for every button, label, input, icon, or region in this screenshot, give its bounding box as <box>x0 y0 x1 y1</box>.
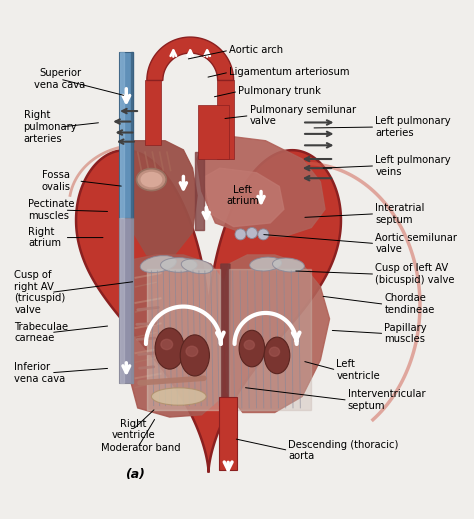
Circle shape <box>246 227 257 239</box>
Text: Trabeculae
carneae: Trabeculae carneae <box>14 322 69 344</box>
Polygon shape <box>229 269 311 410</box>
Text: Cusp of left AV
(bicuspid) valve: Cusp of left AV (bicuspid) valve <box>375 263 455 285</box>
Text: Left
ventricle: Left ventricle <box>337 359 380 381</box>
Text: Interventricular
septum: Interventricular septum <box>348 389 426 411</box>
Text: Left
atrium: Left atrium <box>226 185 259 207</box>
Text: Papillary
muscles: Papillary muscles <box>384 323 427 344</box>
Text: Interatrial
septum: Interatrial septum <box>375 203 425 225</box>
Ellipse shape <box>180 335 210 376</box>
Ellipse shape <box>181 259 213 274</box>
Text: Chordae
tendineae: Chordae tendineae <box>384 293 435 315</box>
Polygon shape <box>120 52 124 218</box>
Text: Cusp of
right AV
(tricuspid)
valve: Cusp of right AV (tricuspid) valve <box>14 270 65 315</box>
Polygon shape <box>198 105 229 159</box>
Polygon shape <box>131 52 133 218</box>
Text: Pulmonary semilunar
valve: Pulmonary semilunar valve <box>250 105 356 127</box>
Polygon shape <box>131 218 133 383</box>
Text: Ligamentum arteriosum: Ligamentum arteriosum <box>229 67 349 77</box>
Polygon shape <box>120 218 124 383</box>
Polygon shape <box>217 80 234 159</box>
Text: Right
pulmonary
arteries: Right pulmonary arteries <box>24 111 77 144</box>
Polygon shape <box>119 218 133 383</box>
Polygon shape <box>197 136 325 237</box>
Text: Moderator band: Moderator band <box>101 443 181 453</box>
Text: (a): (a) <box>126 468 146 481</box>
Ellipse shape <box>151 388 206 405</box>
Ellipse shape <box>155 328 184 369</box>
Polygon shape <box>204 168 284 227</box>
Polygon shape <box>225 255 329 413</box>
Polygon shape <box>221 264 230 415</box>
Ellipse shape <box>244 340 255 349</box>
Text: Pulmonary trunk: Pulmonary trunk <box>238 87 321 97</box>
Ellipse shape <box>140 172 163 187</box>
Polygon shape <box>146 80 162 145</box>
Polygon shape <box>128 255 225 417</box>
Text: Left pulmonary
veins: Left pulmonary veins <box>375 155 451 176</box>
Polygon shape <box>195 152 204 230</box>
Circle shape <box>258 229 269 240</box>
Text: Descending (thoracic)
aorta: Descending (thoracic) aorta <box>289 440 399 461</box>
Text: Left pulmonary
arteries: Left pulmonary arteries <box>375 116 451 138</box>
Ellipse shape <box>161 339 173 350</box>
Ellipse shape <box>161 257 197 272</box>
Ellipse shape <box>269 347 280 357</box>
Text: Superior
vena cava: Superior vena cava <box>35 69 86 90</box>
Ellipse shape <box>273 258 304 272</box>
Polygon shape <box>147 37 234 80</box>
Ellipse shape <box>140 255 176 272</box>
Text: Right
ventricle: Right ventricle <box>111 419 155 440</box>
Polygon shape <box>219 397 237 470</box>
Polygon shape <box>128 141 197 255</box>
Ellipse shape <box>250 257 282 271</box>
Text: Pectinate
muscles: Pectinate muscles <box>28 199 74 221</box>
Ellipse shape <box>239 330 264 367</box>
Polygon shape <box>119 52 133 218</box>
Ellipse shape <box>264 337 290 374</box>
Ellipse shape <box>137 169 166 190</box>
Text: Right
atrium: Right atrium <box>28 227 61 249</box>
Text: Aortic semilunar
valve: Aortic semilunar valve <box>375 233 457 254</box>
Circle shape <box>235 229 246 240</box>
Polygon shape <box>147 269 220 410</box>
Text: Fossa
ovalis: Fossa ovalis <box>42 170 71 192</box>
Ellipse shape <box>186 346 198 357</box>
Polygon shape <box>76 150 341 472</box>
Text: Aortic arch: Aortic arch <box>229 45 283 56</box>
Text: Inferior
vena cava: Inferior vena cava <box>14 362 65 384</box>
